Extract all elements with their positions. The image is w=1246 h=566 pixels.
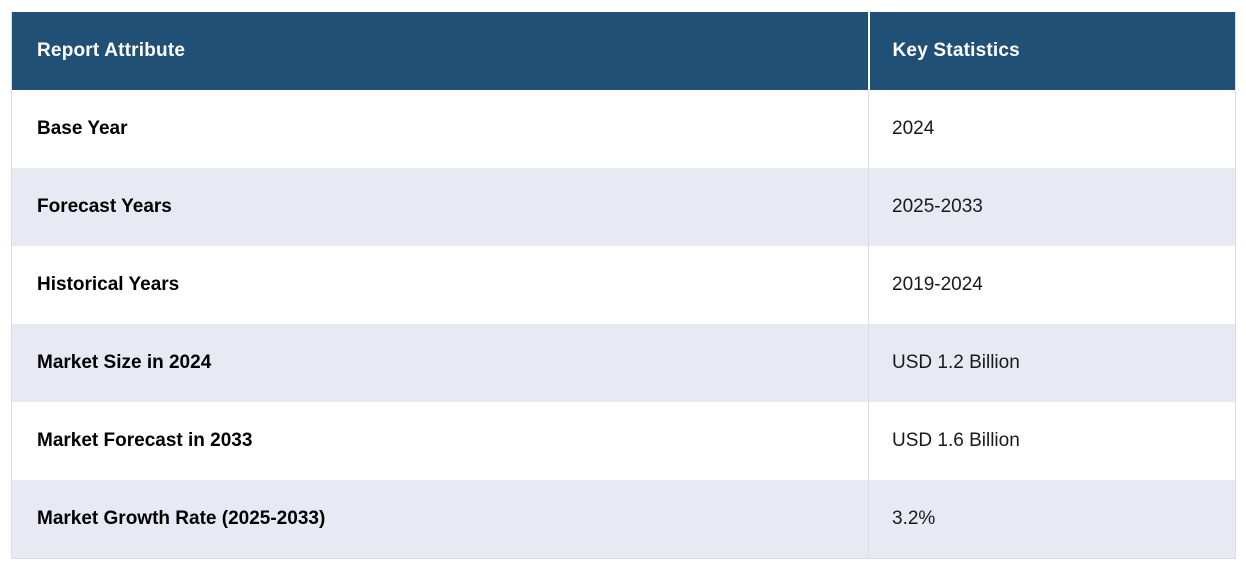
column-header-report-attribute: Report Attribute	[11, 12, 870, 90]
attribute-cell: Market Size in 2024	[11, 324, 869, 402]
table-row: Market Size in 2024 USD 1.2 Billion	[11, 324, 1236, 402]
report-attributes-table: Report Attribute Key Statistics Base Yea…	[11, 12, 1236, 559]
value-cell: 2025-2033	[892, 196, 983, 217]
attribute-cell: Historical Years	[11, 246, 869, 324]
table-row: Base Year 2024	[11, 90, 1236, 168]
attribute-cell: Market Growth Rate (2025-2033)	[11, 480, 869, 559]
attribute-cell: Market Forecast in 2033	[11, 402, 869, 480]
table-row: Historical Years 2019-2024	[11, 246, 1236, 324]
value-cell: 2019-2024	[892, 274, 983, 295]
attribute-cell: Base Year	[11, 90, 869, 168]
attribute-cell: Forecast Years	[11, 168, 869, 246]
value-cell: USD 1.6 Billion	[892, 430, 1020, 451]
value-cell: 3.2%	[892, 508, 936, 529]
table-header-row: Report Attribute Key Statistics	[11, 12, 1236, 90]
table-row: Market Forecast in 2033 USD 1.6 Billion	[11, 402, 1236, 480]
column-header-key-statistics: Key Statistics	[868, 12, 1236, 90]
table-row: Forecast Years 2025-2033	[11, 168, 1236, 246]
table-row: Market Growth Rate (2025-2033) 3.2%	[11, 480, 1236, 559]
value-cell: 2024	[892, 118, 935, 139]
value-cell: USD 1.2 Billion	[892, 352, 1020, 373]
